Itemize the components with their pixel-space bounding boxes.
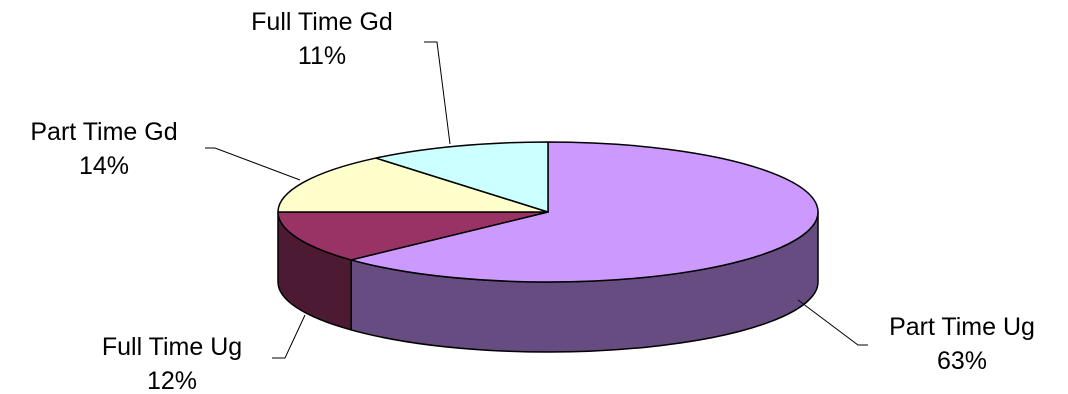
leader-line-full-time-ug — [272, 314, 306, 359]
pie-labels: Part Time Ug 63% Full Time Ug 12% Part Time … — [30, 8, 1035, 394]
data-label-full-time-gd: Full Time Gd — [251, 8, 393, 36]
pie-top — [277, 141, 819, 283]
data-label-part-time-gd: Part Time Gd — [30, 118, 177, 146]
data-label-pct-part-time-ug: 63% — [937, 347, 987, 375]
pie-slice-part-time-ug — [350, 141, 819, 283]
data-label-part-time-ug: Part Time Ug — [889, 313, 1035, 341]
leader-line-full-time-gd — [424, 41, 451, 145]
data-label-pct-part-time-gd: 14% — [79, 152, 129, 180]
leader-line-part-time-gd — [205, 147, 301, 181]
data-label-full-time-ug: Full Time Ug — [102, 333, 242, 361]
pie-slice-full-time-ug — [277, 211, 549, 261]
data-label-pct-full-time-ug: 12% — [147, 367, 197, 394]
leader-line-part-time-ug — [797, 299, 868, 346]
pie-slice-full-time-gd — [375, 141, 549, 213]
data-label-pct-full-time-gd: 11% — [298, 42, 346, 70]
pie-slice-part-time-gd — [277, 157, 549, 213]
